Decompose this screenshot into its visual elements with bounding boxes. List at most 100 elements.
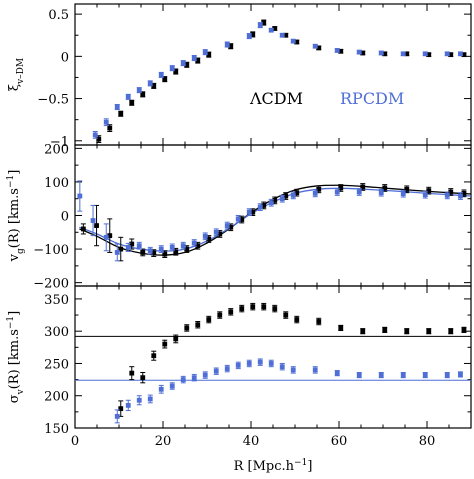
data-point-rpcdm — [312, 190, 318, 196]
data-point-rpcdm — [180, 377, 186, 382]
data-point-rpcdm — [378, 372, 384, 378]
data-point-rpcdm — [202, 49, 208, 55]
data-point-rpcdm — [158, 246, 164, 252]
x-tick-label: 20 — [155, 434, 172, 449]
data-point-λcdm — [461, 327, 467, 333]
data-point-λcdm — [206, 236, 212, 242]
data-point-rpcdm — [444, 372, 450, 378]
data-point-rpcdm — [334, 370, 340, 376]
data-point-λcdm — [294, 39, 300, 45]
data-point-rpcdm — [213, 229, 219, 235]
data-point-rpcdm — [422, 192, 428, 198]
x-tick-label: 60 — [331, 434, 348, 449]
panel-frame — [74, 144, 472, 287]
data-point-λcdm — [173, 336, 179, 342]
data-point-rpcdm — [400, 191, 406, 197]
data-point-rpcdm — [213, 368, 219, 374]
data-point-rpcdm — [290, 367, 296, 373]
data-point-rpcdm — [400, 51, 406, 57]
data-point-rpcdm — [246, 33, 252, 39]
data-point-rpcdm — [180, 243, 186, 249]
data-point-λcdm — [250, 304, 256, 310]
data-point-λcdm — [404, 51, 410, 57]
data-point-rpcdm — [458, 372, 463, 377]
data-point-λcdm — [382, 185, 388, 191]
y-tick-label: 0 — [61, 210, 69, 225]
data-point-λcdm — [316, 319, 322, 324]
data-point-λcdm — [162, 76, 168, 82]
panel-bottom: 150 200 250 300 350 σv(R) [km.s−1] 0 20 40 60 80 R … — [6, 285, 472, 474]
y-tick-label: −0.5 — [37, 93, 69, 108]
data-layer — [75, 302, 471, 424]
data-point-rpcdm — [257, 204, 263, 210]
data-point-rpcdm — [378, 50, 384, 56]
data-point-λcdm — [316, 45, 322, 51]
data-point-rpcdm — [136, 397, 142, 403]
data-point-λcdm — [129, 100, 135, 106]
data-point-λcdm — [129, 241, 135, 247]
data-point-λcdm — [195, 58, 201, 63]
data-point-λcdm — [448, 52, 454, 58]
y-axis-label: σv(R) [km.s−1] — [6, 311, 26, 403]
data-point-rpcdm — [125, 244, 131, 250]
data-point-λcdm — [283, 312, 289, 318]
data-point-λcdm — [261, 20, 267, 25]
y-tick-label: 300 — [44, 325, 69, 340]
data-point-λcdm — [206, 317, 212, 322]
data-point-λcdm — [316, 186, 322, 192]
data-point-rpcdm — [422, 372, 428, 378]
x-axis-label: R [Mpc.h−1] — [234, 458, 313, 474]
data-point-rpcdm — [169, 65, 175, 71]
data-point-λcdm — [272, 306, 278, 311]
data-point-λcdm — [261, 203, 267, 208]
data-point-rpcdm — [279, 32, 285, 38]
data-point-λcdm — [338, 325, 344, 331]
data-point-rpcdm — [158, 72, 164, 78]
data-point-λcdm — [338, 185, 344, 191]
data-point-rpcdm — [290, 38, 296, 44]
panel-top: −1 −0.5 0 0.5 ξv–DM ΛCDM RPCDM — [7, 3, 472, 150]
data-point-λcdm — [206, 52, 212, 58]
data-point-λcdm — [94, 223, 99, 228]
data-point-rpcdm — [279, 196, 285, 202]
data-point-λcdm — [151, 83, 157, 89]
data-point-rpcdm — [147, 248, 153, 254]
data-point-rpcdm — [92, 132, 98, 138]
data-point-rpcdm — [334, 48, 340, 53]
data-point-λcdm — [272, 197, 278, 203]
data-point-rpcdm — [147, 80, 153, 86]
data-point-λcdm — [294, 190, 300, 196]
data-point-λcdm — [96, 136, 102, 142]
legend-rpcdm: RPCDM — [340, 89, 404, 108]
data-point-λcdm — [239, 306, 245, 311]
y-tick-label: 350 — [44, 293, 69, 308]
data-point-λcdm — [228, 309, 234, 315]
data-point-rpcdm — [224, 223, 230, 228]
y-tick-label: 200 — [44, 390, 69, 405]
data-point-rpcdm — [191, 240, 197, 246]
data-point-rpcdm — [334, 189, 340, 195]
data-point-rpcdm — [458, 193, 463, 199]
data-point-rpcdm — [356, 189, 362, 195]
data-point-rpcdm — [224, 42, 230, 47]
data-point-λcdm — [107, 233, 113, 239]
data-point-λcdm — [162, 341, 168, 347]
data-point-rpcdm — [458, 51, 463, 57]
data-point-λcdm — [151, 353, 157, 359]
data-point-λcdm — [118, 246, 124, 252]
data-point-rpcdm — [191, 55, 197, 61]
data-point-λcdm — [426, 328, 432, 334]
data-point-rpcdm — [136, 87, 142, 93]
x-tick-label: 40 — [243, 434, 260, 449]
y-tick-label: −1 — [50, 135, 69, 150]
y-tick-label: 250 — [44, 357, 69, 372]
data-point-λcdm — [461, 190, 467, 196]
data-point-rpcdm — [202, 372, 208, 378]
data-point-rpcdm — [180, 60, 186, 66]
data-point-λcdm — [338, 48, 344, 54]
y-tick-label: 0.5 — [48, 8, 69, 23]
data-point-rpcdm — [114, 250, 120, 255]
data-point-λcdm — [448, 328, 454, 334]
data-point-λcdm — [360, 50, 366, 56]
